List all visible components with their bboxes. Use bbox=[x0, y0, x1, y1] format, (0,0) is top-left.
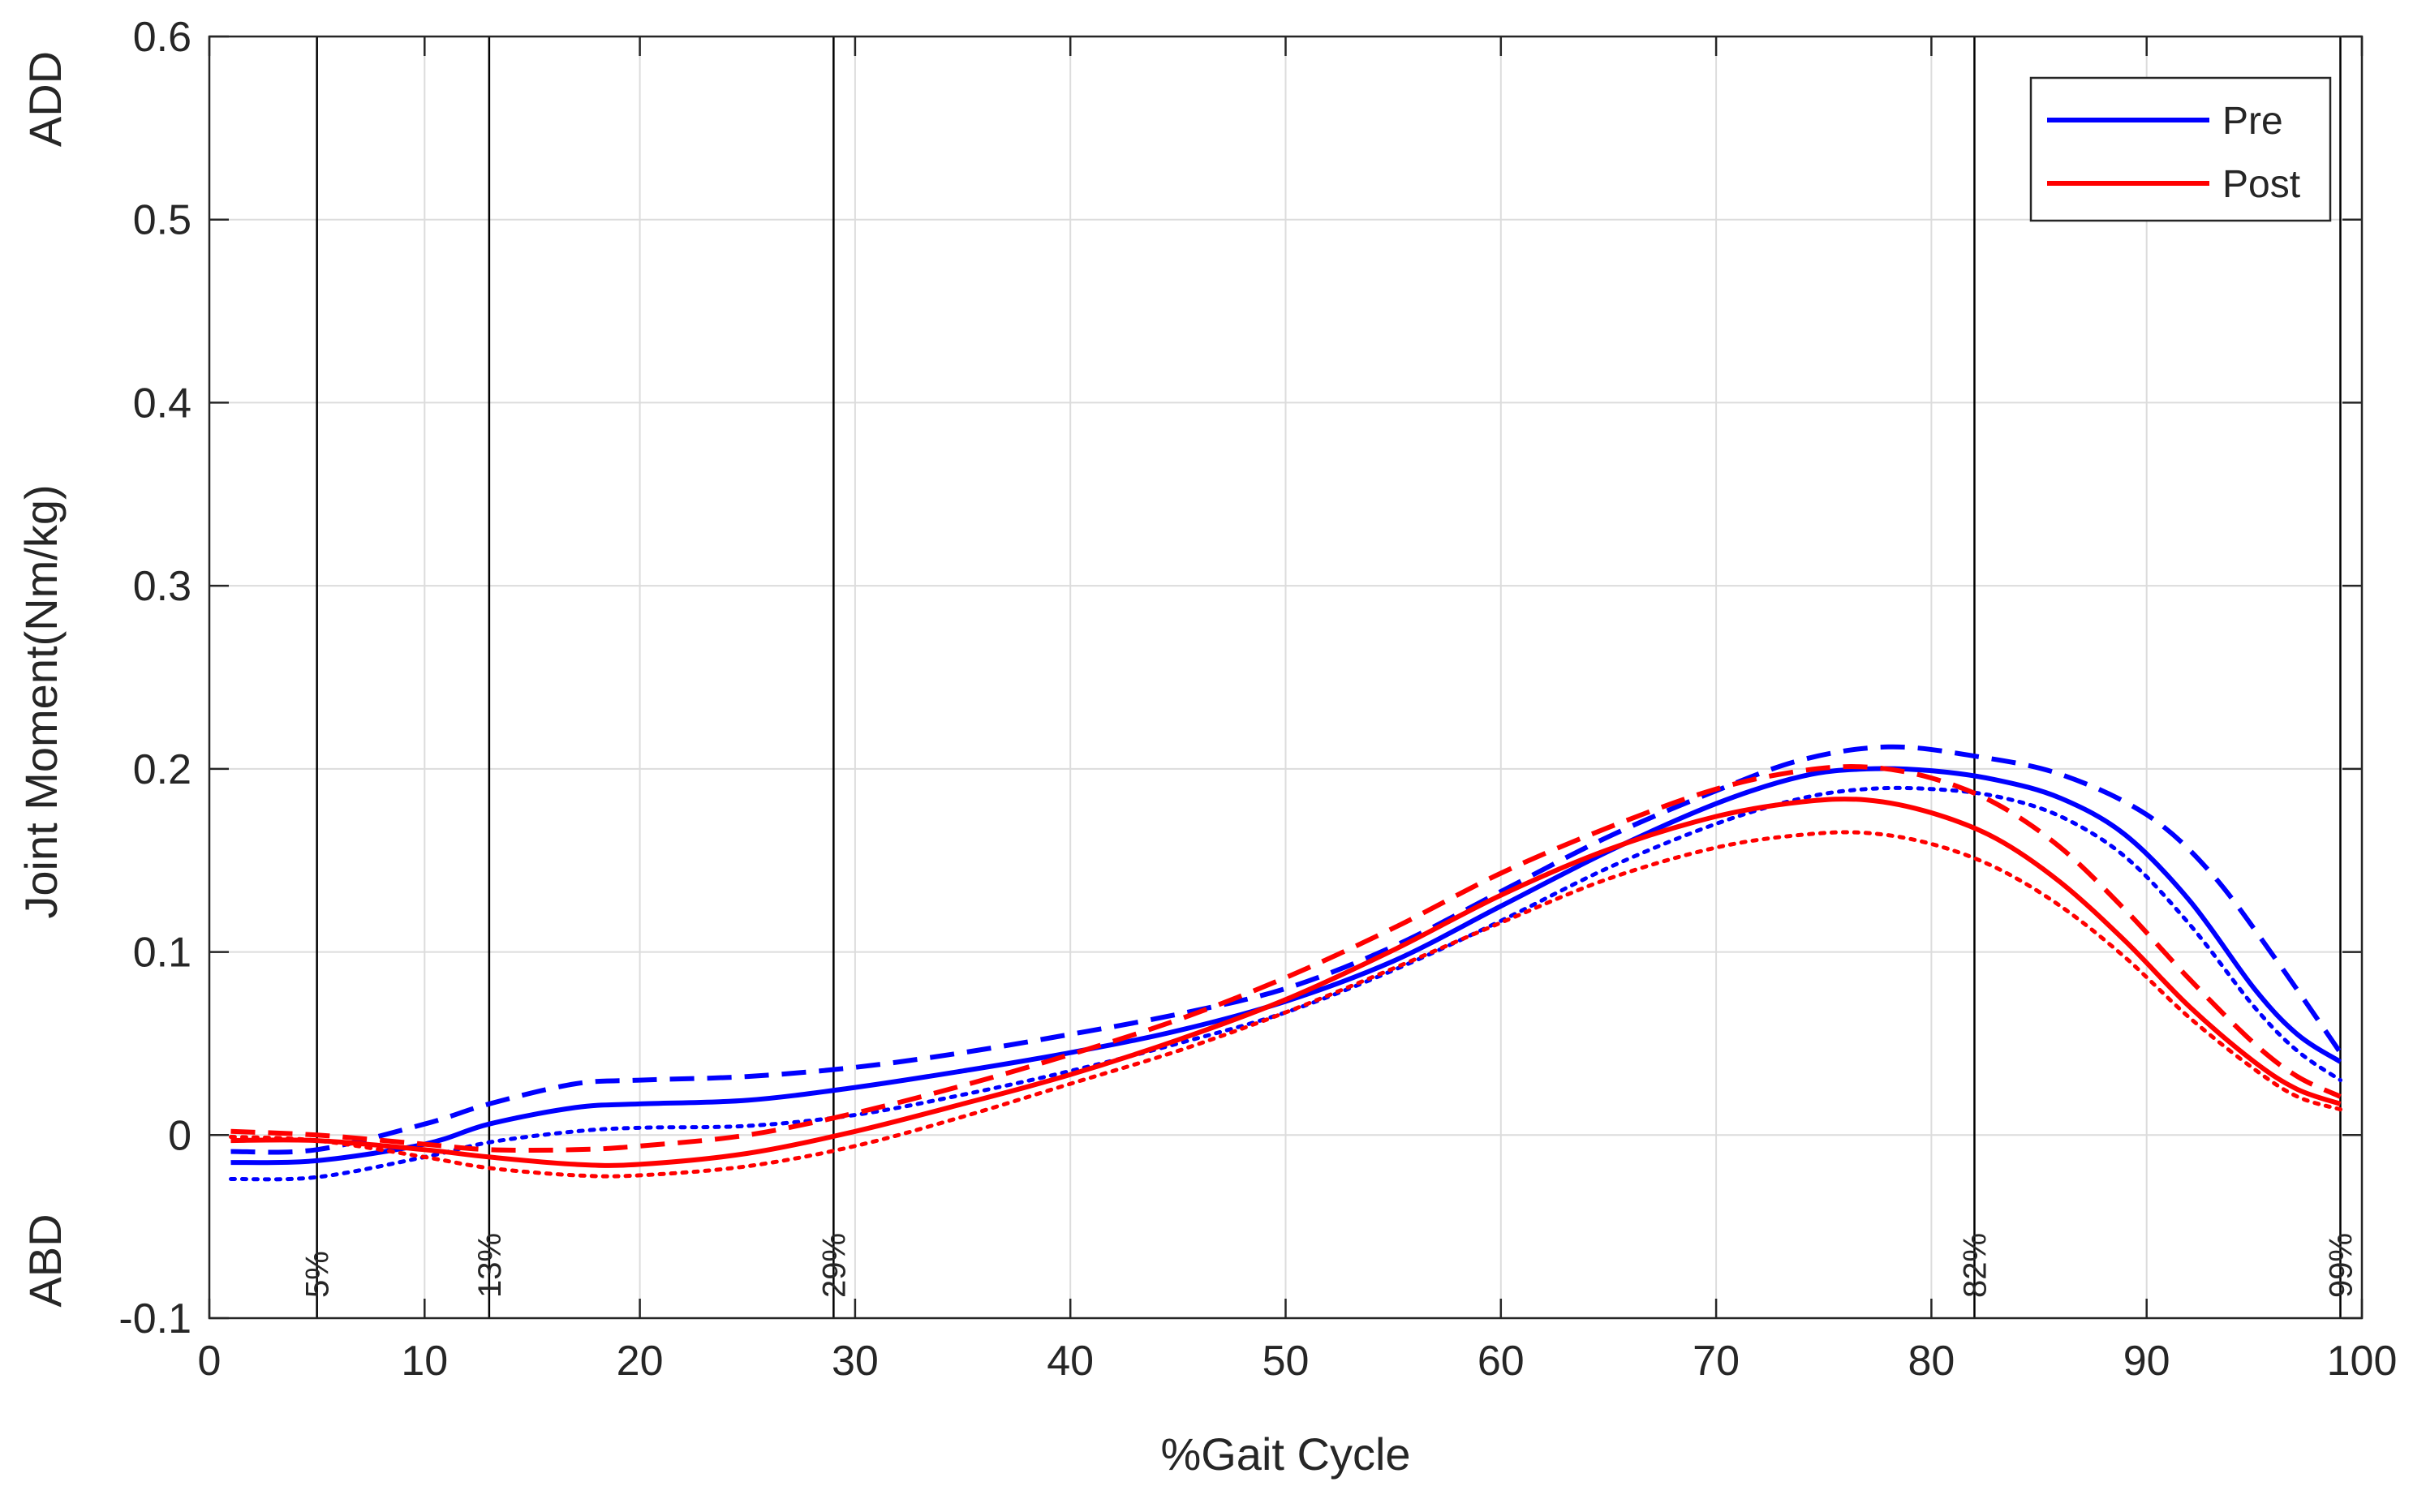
event-label: 82% bbox=[1957, 1233, 1993, 1298]
x-tick-label: 0 bbox=[198, 1338, 222, 1385]
x-tick-label: 70 bbox=[1693, 1338, 1740, 1385]
series-line-pre bbox=[230, 766, 2342, 1166]
x-tick-label: 20 bbox=[617, 1338, 664, 1385]
y-axis-label: Joint Moment(Nm/kg) bbox=[15, 484, 67, 918]
y-tick-label: 0.3 bbox=[133, 563, 191, 610]
y-tick-label: 0.4 bbox=[133, 380, 191, 427]
gait-event-markers: 5% 13% 29% 82% 99% bbox=[300, 37, 2359, 1318]
adduction-label: ADD bbox=[19, 51, 71, 147]
event-label: 99% bbox=[2323, 1233, 2359, 1298]
x-tick-labels: 0 10 20 30 40 50 60 70 80 90 100 bbox=[198, 1338, 2398, 1385]
legend-label-post: Post bbox=[2222, 163, 2300, 206]
series-line-post bbox=[230, 797, 2342, 1168]
series-line-post-dashed bbox=[230, 764, 2342, 1153]
y-tick-label: -0.1 bbox=[118, 1295, 191, 1342]
legend: Pre Post bbox=[2029, 76, 2332, 222]
x-tick-label: 60 bbox=[1478, 1338, 1525, 1385]
y-tick-label: 0.5 bbox=[133, 197, 191, 244]
x-axis-label: %Gait Cycle bbox=[1160, 1428, 1410, 1480]
y-tick-label: 0.6 bbox=[133, 14, 191, 61]
y-tick-label: 0 bbox=[168, 1112, 191, 1159]
event-label: 29% bbox=[816, 1233, 852, 1298]
legend-box bbox=[2029, 76, 2332, 222]
series-lines bbox=[229, 744, 2342, 1182]
legend-label-pre: Pre bbox=[2222, 100, 2283, 143]
y-tick-labels: -0.1 0 0.1 0.2 0.3 0.4 0.5 0.6 bbox=[118, 14, 191, 1342]
x-tick-label: 90 bbox=[2123, 1338, 2170, 1385]
series-line-pre-dotted bbox=[229, 785, 2342, 1182]
x-tick-label: 50 bbox=[1262, 1338, 1310, 1385]
x-tick-label: 40 bbox=[1047, 1338, 1094, 1385]
y-tick-label: 0.1 bbox=[133, 930, 191, 977]
x-tick-label: 80 bbox=[1908, 1338, 1955, 1385]
x-tick-label: 10 bbox=[401, 1338, 448, 1385]
series-line-post-dotted bbox=[229, 830, 2342, 1179]
series-line-pre-dashed bbox=[230, 744, 2342, 1155]
x-tick-label: 100 bbox=[2327, 1338, 2398, 1385]
grid bbox=[209, 37, 2362, 1318]
tick-marks bbox=[208, 35, 2364, 1320]
y-tick-label: 0.2 bbox=[133, 746, 191, 793]
event-label: 13% bbox=[472, 1233, 508, 1298]
event-label: 5% bbox=[300, 1251, 336, 1298]
x-tick-label: 30 bbox=[832, 1338, 879, 1385]
abduction-label: ABD bbox=[19, 1213, 71, 1307]
